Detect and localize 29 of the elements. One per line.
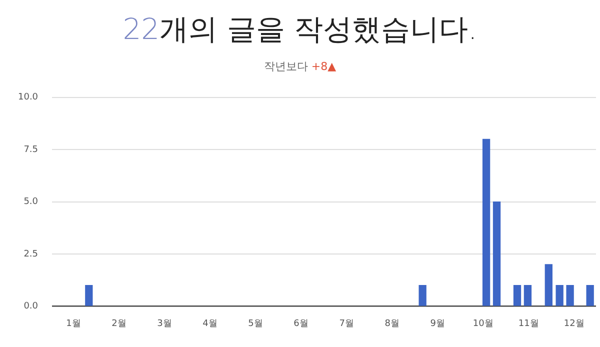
x-tick-label: 9월 [430,318,445,329]
bar [85,284,93,306]
x-tick-label: 10월 [472,318,494,329]
y-tick-label: 10.0 [18,92,38,103]
x-tick-label: 7월 [339,318,354,329]
chart-subtitle: 작년보다 +8▲ [262,59,338,75]
x-tick-label: 5월 [248,318,263,329]
bar [566,284,574,306]
x-tick-label: 3월 [157,318,172,329]
chart-title: 22개의 글을 작성했습니다. [122,11,478,48]
x-tick-label: 2월 [112,318,126,329]
bar [586,284,594,306]
x-tick-label: 1월 [66,318,81,329]
bar [544,264,552,306]
bar [482,138,490,306]
x-tick-label: 6월 [294,318,308,329]
y-tick-label: 7.5 [24,144,38,155]
y-tick-label: 0.0 [24,302,38,312]
bar [513,284,522,306]
x-tick-label: 11월 [518,318,539,329]
bar [524,284,532,306]
x-tick-label: 12월 [564,318,584,329]
y-tick-label: 5.0 [24,197,38,208]
y-tick-label: 2.5 [24,249,38,260]
bar [492,201,501,306]
bar [418,284,426,306]
bar [556,284,564,306]
x-tick-label: 4월 [202,318,218,329]
x-tick-label: 8월 [384,318,400,329]
